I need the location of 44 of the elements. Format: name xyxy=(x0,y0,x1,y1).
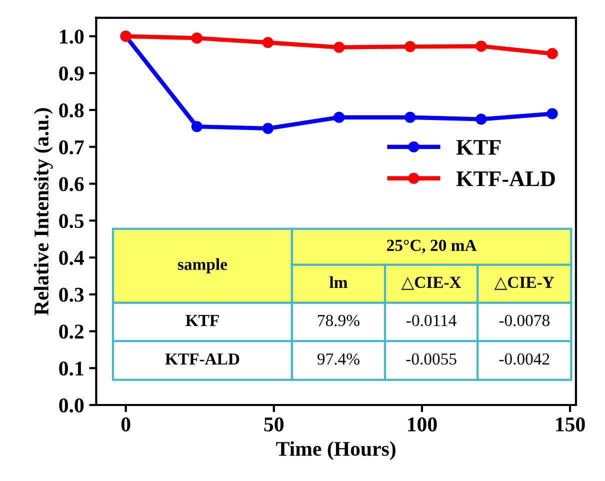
legend-label: KTF-ALD xyxy=(456,171,555,186)
annotation: KTF xyxy=(186,315,219,326)
annotation: -0.0114 xyxy=(406,314,456,326)
legend-label: KTF xyxy=(456,140,501,155)
x-tick-label: 50 xyxy=(264,417,284,432)
annotation: -0.0055 xyxy=(406,353,456,365)
point xyxy=(191,32,202,44)
annotation: lm xyxy=(330,276,348,288)
point xyxy=(404,112,416,123)
annotation: -0.0042 xyxy=(499,353,550,365)
y-tick-label: 0.9 xyxy=(59,66,84,81)
x-tick-label: 150 xyxy=(556,417,585,432)
y-tick-label: 0.8 xyxy=(59,103,84,118)
point xyxy=(262,36,274,48)
annotation: △CIE-X xyxy=(401,276,462,290)
point xyxy=(476,40,487,52)
annotation: △CIE-Y xyxy=(494,276,554,290)
annotation: 97.4% xyxy=(317,353,360,365)
y-tick-label: 0.5 xyxy=(59,214,84,228)
point xyxy=(546,48,558,60)
annotation: sample xyxy=(178,258,228,274)
y-tick-label: 1.0 xyxy=(60,30,84,44)
y-tick-label: 0.3 xyxy=(59,288,84,302)
y-tick-label: 0.0 xyxy=(59,398,84,413)
x-axis-title: Time (Hours) xyxy=(276,441,396,460)
point xyxy=(546,108,558,120)
y-tick-label: 0.7 xyxy=(59,140,84,154)
point xyxy=(333,112,345,123)
x-tick-label: 100 xyxy=(408,417,437,432)
point xyxy=(262,122,274,134)
y-axis-title: Relative Intensity (a.u.) xyxy=(34,108,53,316)
y-tick-label: 0.2 xyxy=(59,324,84,339)
point xyxy=(476,114,487,125)
x-tick-label: 0 xyxy=(121,417,130,432)
point xyxy=(404,41,416,52)
point xyxy=(333,42,345,53)
annotation: -0.0078 xyxy=(499,314,550,326)
annotation: KTF-ALD xyxy=(165,353,240,365)
annotation: 25°C, 20 mA xyxy=(387,240,477,254)
annotation: 78.9% xyxy=(318,314,360,326)
point xyxy=(191,121,202,132)
y-tick-label: 0.1 xyxy=(59,362,84,376)
y-tick-label: 0.6 xyxy=(59,177,84,192)
y-tick-label: 0.4 xyxy=(59,250,84,266)
